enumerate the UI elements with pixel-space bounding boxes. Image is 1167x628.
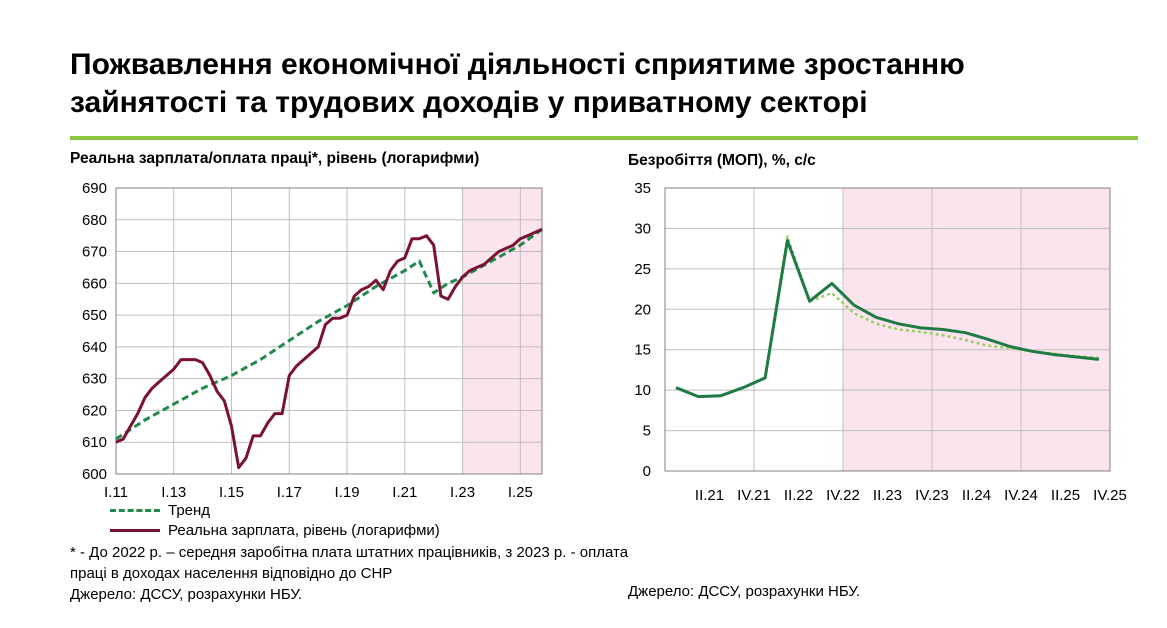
legend-label-trend: Тренд [168,501,211,519]
legend-swatch-trend [110,508,160,512]
y-tick-label: 15 [634,342,651,359]
wage-chart: 600 610 620 630 640 650 660 670 680 690 I.11 I.13 I.… [82,180,543,501]
x-tick-label: II.22 [784,487,813,504]
legend-label-wage: Реальна зарплата, рівень (логарифми) [168,521,440,539]
x-tick-label: II.23 [873,487,902,504]
y-tick-label: 0 [643,463,651,480]
x-tick-label: I.11 [104,484,128,501]
plot-frame [115,187,543,475]
unemployment-line [675,239,1100,399]
wage-line [115,227,543,470]
legend-item-wage: Реальна зарплата, рівень (логарифми) [110,520,440,540]
x-tick-label: I.21 [392,484,417,501]
x-tick-label: IV.23 [915,487,949,504]
source-left: Джерело: ДССУ, розрахунки НБУ. [70,586,303,603]
x-tick-label: IV.25 [1093,487,1127,504]
x-tick-label: I.19 [335,484,360,501]
x-tick-label: I.17 [277,484,302,501]
y-tick-label: 30 [634,220,651,237]
y-tick-label: 620 [82,402,107,419]
y-tick-label: 670 [82,244,107,261]
y-tick-label: 630 [82,371,107,388]
footnote-text: * - До 2022 р. – середня заробітна плата… [70,544,629,582]
page-title: Пожвавлення економічної діяльності сприя… [70,48,965,119]
y-tick-label: 10 [634,382,651,399]
x-tick-label: IV.21 [737,487,771,504]
x-tick-label: IV.24 [1004,487,1038,504]
trend-line [115,228,543,441]
x-tick-label: I.23 [450,484,475,501]
y-tick-label: 660 [82,275,107,292]
x-tick-label: I.15 [219,484,244,501]
right-chart-title: Безробіття (МОП), %, с/с [628,152,816,169]
y-tick-label: 600 [82,466,107,483]
y-tick-label: 25 [634,261,651,278]
wage-chart-legend: Тренд Реальна зарплата, рівень (логарифм… [110,500,440,540]
forecast-shade [843,188,1110,471]
legend-item-trend: Тренд [110,500,440,520]
y-tick-label: 640 [82,339,107,356]
footnote-block: * - До 2022 р. – середня заробітна плата… [70,542,630,605]
y-tick-label: 610 [82,434,107,451]
left-chart-title: Реальна зарплата/оплата праці*, рівень (… [70,150,480,167]
y-tick-label: 20 [634,301,651,318]
x-tick-label: I.13 [161,484,186,501]
forecast-shade [462,188,542,474]
x-tick-label: II.25 [1051,487,1080,504]
x-tick-label: II.24 [962,487,991,504]
y-tick-label: 650 [82,307,107,324]
x-tick-label: IV.22 [826,487,860,504]
x-tick-label: II.21 [695,487,724,504]
title-divider [70,136,1138,140]
source-right: Джерело: ДССУ, розрахунки НБУ. [628,583,861,600]
y-tick-label: 680 [82,212,107,229]
y-tick-label: 35 [634,180,651,197]
x-tick-label: I.25 [508,484,533,501]
y-tick-label: 690 [82,180,107,197]
unemployment-chart: 0 5 10 15 20 25 30 35 II.21 IV.21 II.22 IV.22 II.23 I… [634,180,1127,504]
y-tick-label: 5 [643,423,651,440]
legend-swatch-wage [110,528,160,532]
plot-frame [664,187,1111,472]
